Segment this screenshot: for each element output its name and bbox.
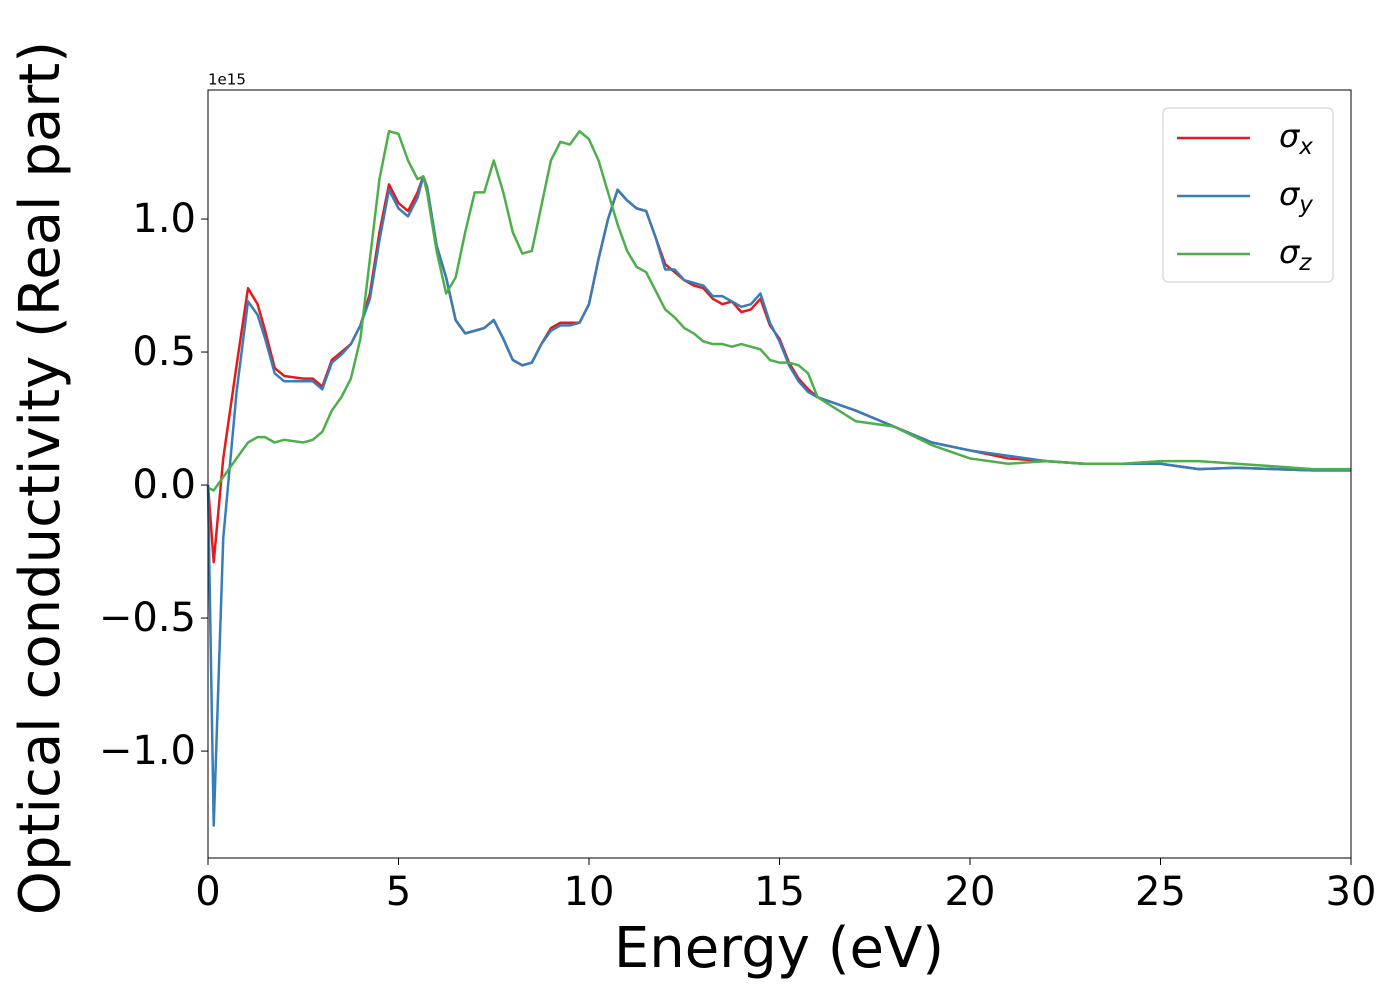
x-axis-label: Energy (eV) xyxy=(614,916,944,981)
legend-label: σx xyxy=(1279,117,1313,160)
x-tick-label: 5 xyxy=(386,869,411,915)
plot-frame xyxy=(207,89,1352,859)
x-tick-label: 15 xyxy=(754,869,805,915)
y-tick-label: 1.0 xyxy=(132,196,196,242)
y-tick-label: −1.0 xyxy=(99,728,196,774)
x-tick-label: 30 xyxy=(1326,869,1377,915)
legend-label: σy xyxy=(1279,175,1313,218)
y-tick-label: 0.5 xyxy=(132,329,196,375)
y-axis-label: Optical conductivity (Real part) xyxy=(8,41,73,915)
legend-label: σz xyxy=(1279,233,1312,276)
y-tick-label: −0.5 xyxy=(99,595,196,641)
series-line xyxy=(206,175,1351,827)
series-line xyxy=(207,129,1351,492)
x-tick-label: 10 xyxy=(564,869,615,915)
x-tick-label: 0 xyxy=(195,869,220,915)
x-tick-label: 25 xyxy=(1135,869,1186,915)
y-tick-label: 0.0 xyxy=(132,462,196,508)
y-offset: 1e15 xyxy=(208,71,246,89)
x-tick-label: 20 xyxy=(945,869,996,915)
